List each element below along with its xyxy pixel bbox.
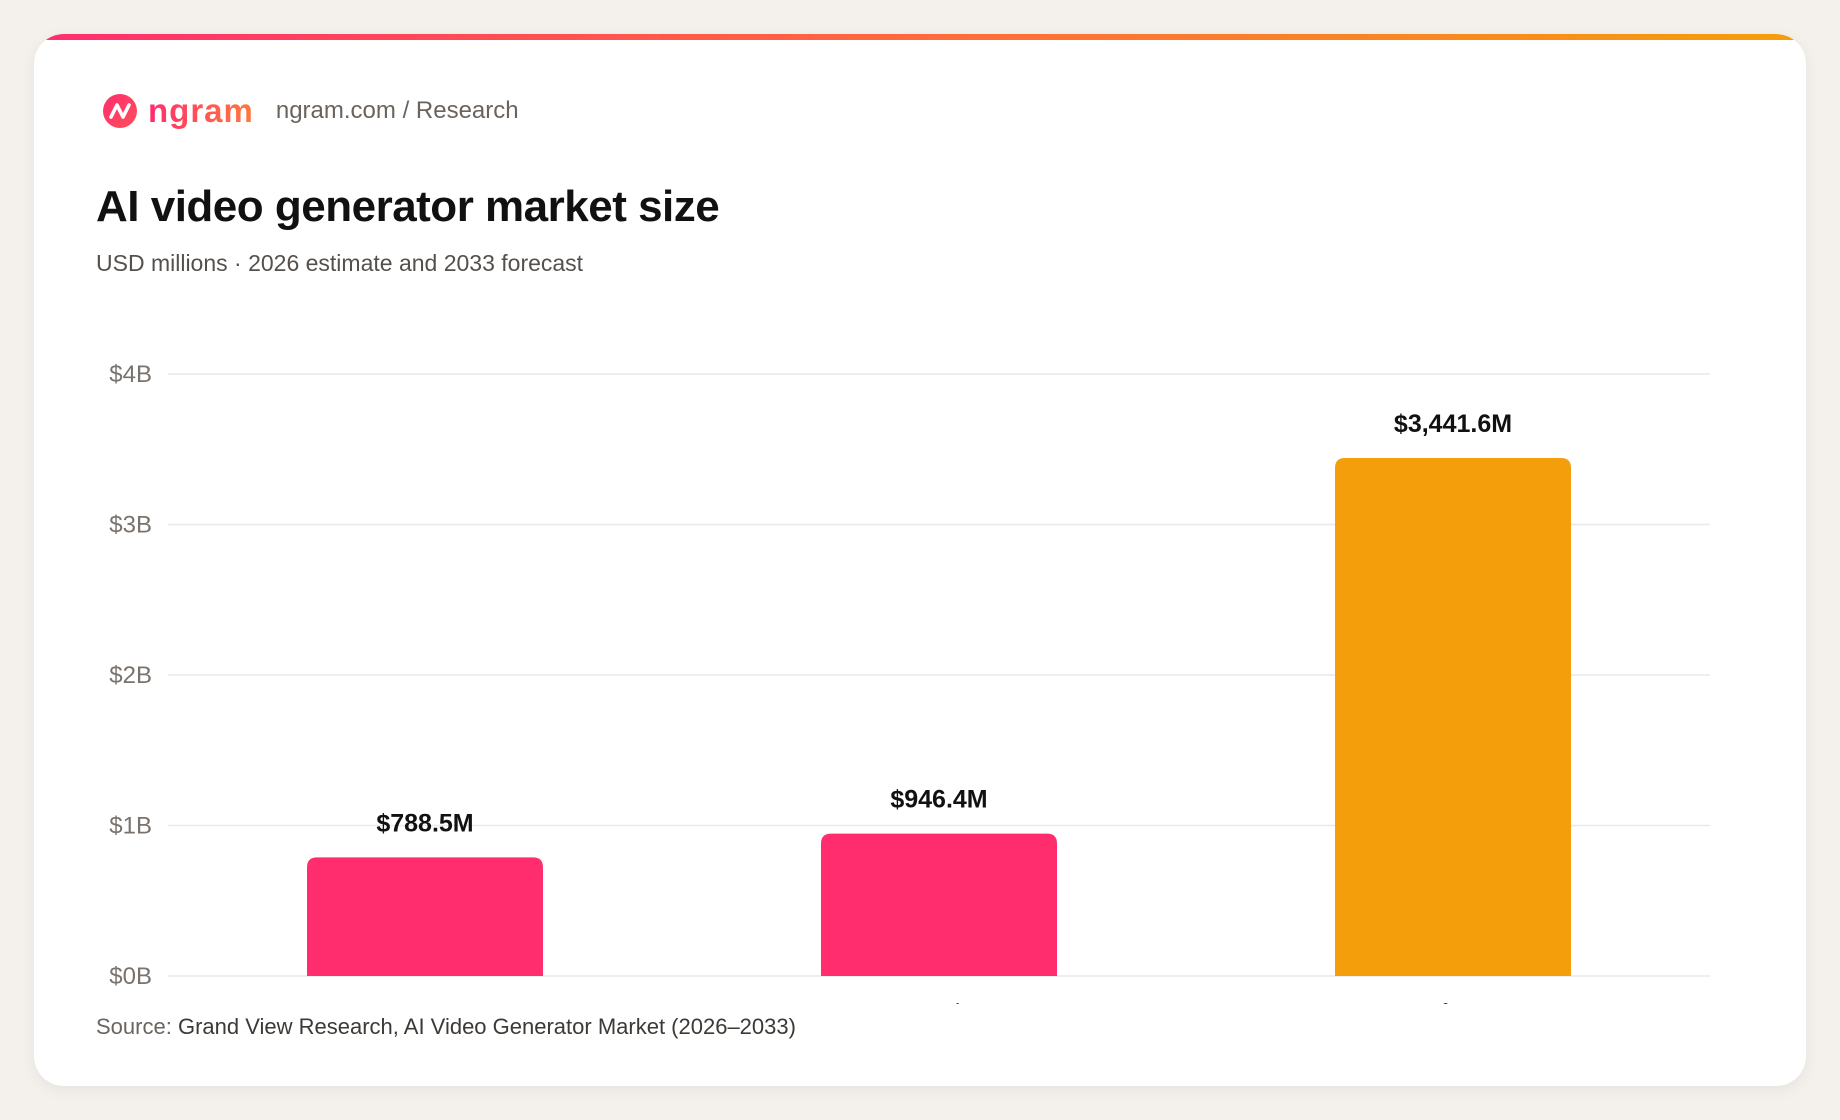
y-tick-label: $3B: [109, 512, 152, 539]
y-tick-label: $2B: [109, 662, 152, 689]
brand-header: ngram ngram.com / Research: [102, 86, 519, 136]
accent-bar: [34, 34, 1806, 40]
bar-value-label: $946.4M: [890, 786, 987, 814]
y-tick-label: $1B: [109, 813, 152, 840]
bar-value-label: $788.5M: [376, 809, 473, 837]
source-label: Source:: [96, 1014, 172, 1039]
x-tick-label: 2026 estimate: [867, 999, 1011, 1004]
breadcrumb[interactable]: ngram.com / Research: [275, 97, 519, 124]
y-tick-label: $0B: [109, 963, 152, 990]
bar-chart: $0B $1B $2B $3B $4B $788.5M 2025 $946.4M 2026 es…: [109, 361, 1710, 1004]
source-note: Source: Grand View Research, AI Video Ge…: [96, 1014, 796, 1040]
brand-name: ngram: [148, 92, 254, 129]
page-title: AI video generator market size: [96, 182, 720, 231]
x-tick-label: 2033 forecast: [1383, 999, 1523, 1004]
chart-card: ngram ngram.com / Research AI video gene…: [34, 34, 1806, 1086]
bar-value-label: $3,441.6M: [1394, 410, 1512, 438]
page-subtitle: USD millions · 2026 estimate and 2033 fo…: [96, 250, 584, 276]
bar-2025[interactable]: [307, 857, 543, 976]
bar-2026-estimate[interactable]: [821, 833, 1057, 976]
ngram-logo-icon: [103, 94, 137, 128]
source-text: Grand View Research, AI Video Generator …: [177, 1014, 796, 1039]
bar-2033-forecast[interactable]: [1335, 458, 1571, 976]
y-tick-label: $4B: [109, 361, 152, 388]
x-tick-label: 2025: [399, 999, 450, 1004]
